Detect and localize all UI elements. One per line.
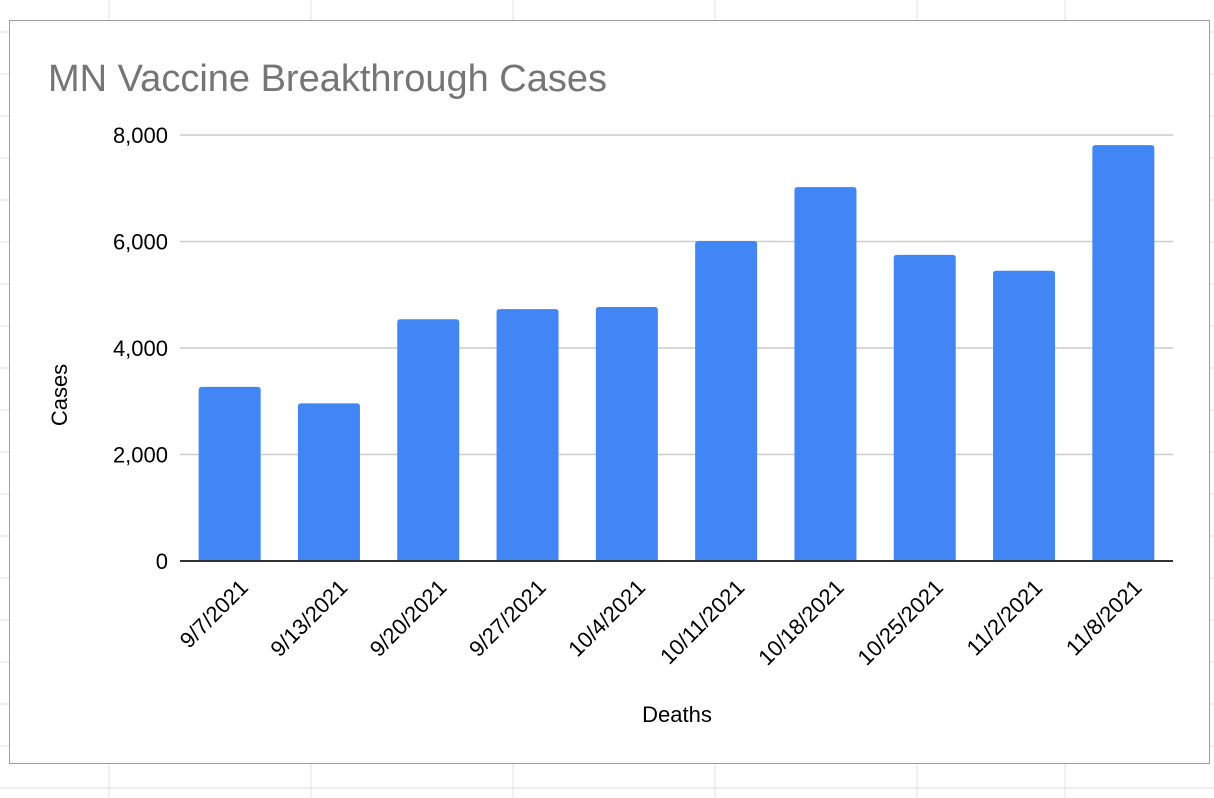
bars xyxy=(198,145,1155,561)
bar[interactable] xyxy=(993,270,1056,561)
x-tick-label: 9/27/2021 xyxy=(464,575,551,662)
bar[interactable] xyxy=(198,386,261,561)
x-tick-labels: 9/7/2021 9/13/2021 9/20/2021 9/27/2021 10/4/… xyxy=(175,575,1147,671)
chart-container[interactable]: MN Vaccine Breakthrough Cases 0 2,000 4,00… xyxy=(9,20,1210,764)
bar[interactable] xyxy=(794,187,857,561)
bar[interactable] xyxy=(1092,145,1155,561)
bar[interactable] xyxy=(397,319,460,561)
x-axis-title: Deaths xyxy=(642,702,712,727)
x-tick-label: 10/18/2021 xyxy=(753,575,849,671)
x-tick-label: 10/4/2021 xyxy=(563,575,650,662)
chart-title: MN Vaccine Breakthrough Cases xyxy=(48,58,607,100)
bar[interactable] xyxy=(496,309,559,561)
y-tick-label: 2,000 xyxy=(113,443,168,468)
x-tick-label: 11/2/2021 xyxy=(962,575,1048,661)
bar[interactable] xyxy=(695,240,758,561)
bar[interactable] xyxy=(297,403,360,561)
y-tick-label: 4,000 xyxy=(113,336,168,361)
bar[interactable] xyxy=(893,254,956,561)
x-tick-label: 9/13/2021 xyxy=(265,575,352,662)
y-axis-title: Cases xyxy=(47,364,72,426)
bar-chart: MN Vaccine Breakthrough Cases 0 2,000 4,00… xyxy=(47,58,1173,727)
y-tick-labels: 0 2,000 4,000 6,000 8,000 xyxy=(113,123,168,574)
x-tick-label: 9/7/2021 xyxy=(175,575,253,653)
y-tick-label: 8,000 xyxy=(113,123,168,148)
y-tick-label: 0 xyxy=(156,549,168,574)
bar[interactable] xyxy=(595,306,658,561)
y-tick-label: 6,000 xyxy=(113,230,168,255)
x-tick-label: 11/8/2021 xyxy=(1061,575,1147,661)
x-tick-label: 10/11/2021 xyxy=(655,575,749,669)
x-tick-label: 10/25/2021 xyxy=(853,575,949,671)
x-tick-label: 9/20/2021 xyxy=(365,575,452,662)
